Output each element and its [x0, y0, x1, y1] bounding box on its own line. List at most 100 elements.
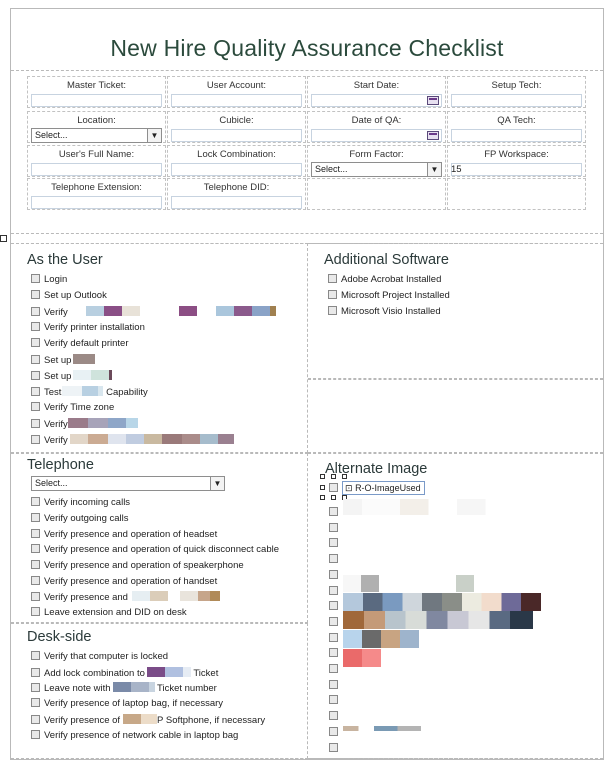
- redacted-block: [125, 434, 144, 444]
- checkbox[interactable]: [31, 497, 40, 506]
- checkbox[interactable]: [329, 632, 338, 642]
- checkbox[interactable]: [31, 402, 40, 411]
- resize-handle[interactable]: [331, 474, 336, 479]
- checkbox[interactable]: [31, 668, 40, 677]
- checkbox[interactable]: [31, 513, 40, 522]
- chevron-down-icon[interactable]: ▼: [147, 129, 161, 142]
- checkbox[interactable]: [31, 322, 40, 331]
- redacted-block: [69, 434, 88, 444]
- fp-workspace-field: FP Workspace: 15: [447, 145, 586, 177]
- redacted-block: [149, 591, 168, 601]
- resize-handle[interactable]: [331, 495, 336, 500]
- checkbox[interactable]: [31, 576, 40, 585]
- qa-tech-field: QA Tech:: [447, 111, 586, 143]
- telephone-select[interactable]: Select... ▼: [31, 476, 225, 491]
- date-of-qa-input[interactable]: [311, 129, 442, 142]
- location-select[interactable]: Select... ▼: [31, 128, 162, 143]
- users-full-name-field: User's Full Name:: [27, 145, 166, 177]
- page-title: New Hire Quality Assurance Checklist: [110, 35, 504, 61]
- checkbox[interactable]: [31, 592, 40, 601]
- checkbox[interactable]: [329, 711, 338, 721]
- checklist-item: Microsoft Project Installed: [328, 290, 450, 302]
- user-account-input[interactable]: [171, 94, 302, 107]
- redacted-block: [130, 682, 149, 692]
- checkbox[interactable]: [31, 560, 40, 569]
- checkbox[interactable]: [329, 522, 338, 532]
- form-factor-select[interactable]: Select... ▼: [311, 162, 442, 177]
- checkbox[interactable]: [329, 585, 338, 595]
- checkbox[interactable]: [329, 569, 338, 579]
- checklist-item: Verify presence and operation of handset: [31, 576, 217, 588]
- master-ticket-input[interactable]: [31, 94, 162, 107]
- checkbox[interactable]: [329, 742, 338, 752]
- checkbox[interactable]: [31, 338, 40, 347]
- checklist-item: Verify printer installation: [31, 322, 145, 334]
- resize-handle[interactable]: [342, 474, 347, 479]
- fp-workspace-input[interactable]: [451, 163, 582, 176]
- image-thumbnail: [343, 575, 361, 592]
- telephone-extension-input[interactable]: [31, 196, 162, 209]
- checkbox[interactable]: [329, 726, 338, 736]
- as-the-user-panel: [11, 243, 308, 453]
- checkbox[interactable]: [329, 554, 338, 564]
- checkbox[interactable]: [329, 695, 338, 705]
- checkbox[interactable]: [31, 607, 40, 616]
- checkbox[interactable]: [31, 307, 40, 316]
- checkbox[interactable]: [31, 544, 40, 553]
- checkbox[interactable]: [329, 664, 338, 673]
- lock-combination-input[interactable]: [171, 163, 302, 176]
- redacted-block: [104, 306, 123, 316]
- calendar-icon[interactable]: [427, 96, 439, 105]
- redacted-block: [87, 418, 108, 428]
- checkbox[interactable]: [31, 355, 40, 364]
- checkbox[interactable]: [31, 290, 40, 299]
- chevron-down-icon[interactable]: ▼: [210, 477, 224, 490]
- checkbox[interactable]: [31, 651, 40, 660]
- anchor-handle[interactable]: [0, 235, 7, 242]
- checkbox[interactable]: [31, 715, 40, 724]
- checklist-item: Set up Outlook: [31, 290, 107, 302]
- redacted-block: [73, 370, 92, 380]
- redacted-block: [107, 434, 126, 444]
- alternate-image-panel: [308, 453, 603, 759]
- checkbox[interactable]: [329, 648, 338, 658]
- checkbox[interactable]: [328, 306, 337, 315]
- redacted-block: [199, 434, 218, 444]
- start-date-input[interactable]: [311, 94, 442, 107]
- checkbox[interactable]: [31, 419, 40, 428]
- checkbox[interactable]: [31, 387, 40, 396]
- checkbox[interactable]: [329, 507, 338, 516]
- cubicle-input[interactable]: [171, 129, 302, 142]
- alternate-image-title: Alternate Image: [325, 461, 428, 477]
- checkbox[interactable]: [31, 683, 40, 692]
- redacted-block: [143, 434, 162, 444]
- desk-side-panel: [11, 623, 308, 759]
- redacted-block: [269, 306, 276, 316]
- checkbox[interactable]: [31, 371, 40, 380]
- checkbox[interactable]: [329, 679, 338, 689]
- checkbox[interactable]: [329, 483, 338, 492]
- checklist-item: Leave extension and DID on desk: [31, 607, 187, 619]
- chevron-down-icon[interactable]: ▼: [427, 163, 441, 176]
- calendar-icon[interactable]: [427, 131, 439, 140]
- resize-handle[interactable]: [320, 474, 325, 479]
- checkbox[interactable]: [31, 274, 40, 283]
- checkbox[interactable]: [31, 698, 40, 707]
- resize-handle[interactable]: [320, 485, 325, 490]
- checkbox[interactable]: [329, 601, 338, 611]
- checkbox[interactable]: [329, 616, 338, 626]
- checkbox[interactable]: [31, 529, 40, 538]
- checkbox[interactable]: [328, 290, 337, 299]
- qa-tech-input[interactable]: [451, 129, 582, 142]
- selected-image-label[interactable]: ⊡ R-O-ImageUsed: [342, 481, 425, 495]
- checkbox[interactable]: [31, 730, 40, 739]
- resize-handle[interactable]: [320, 495, 325, 500]
- telephone-did-input[interactable]: [171, 196, 302, 209]
- checkbox[interactable]: [329, 538, 338, 548]
- users-full-name-input[interactable]: [31, 163, 162, 176]
- redacted-block: [98, 386, 104, 396]
- checklist-item: Verify presence and operation of quick d…: [31, 544, 279, 556]
- checkbox[interactable]: [328, 274, 337, 283]
- setup-tech-input[interactable]: [451, 94, 582, 107]
- checkbox[interactable]: [31, 435, 40, 444]
